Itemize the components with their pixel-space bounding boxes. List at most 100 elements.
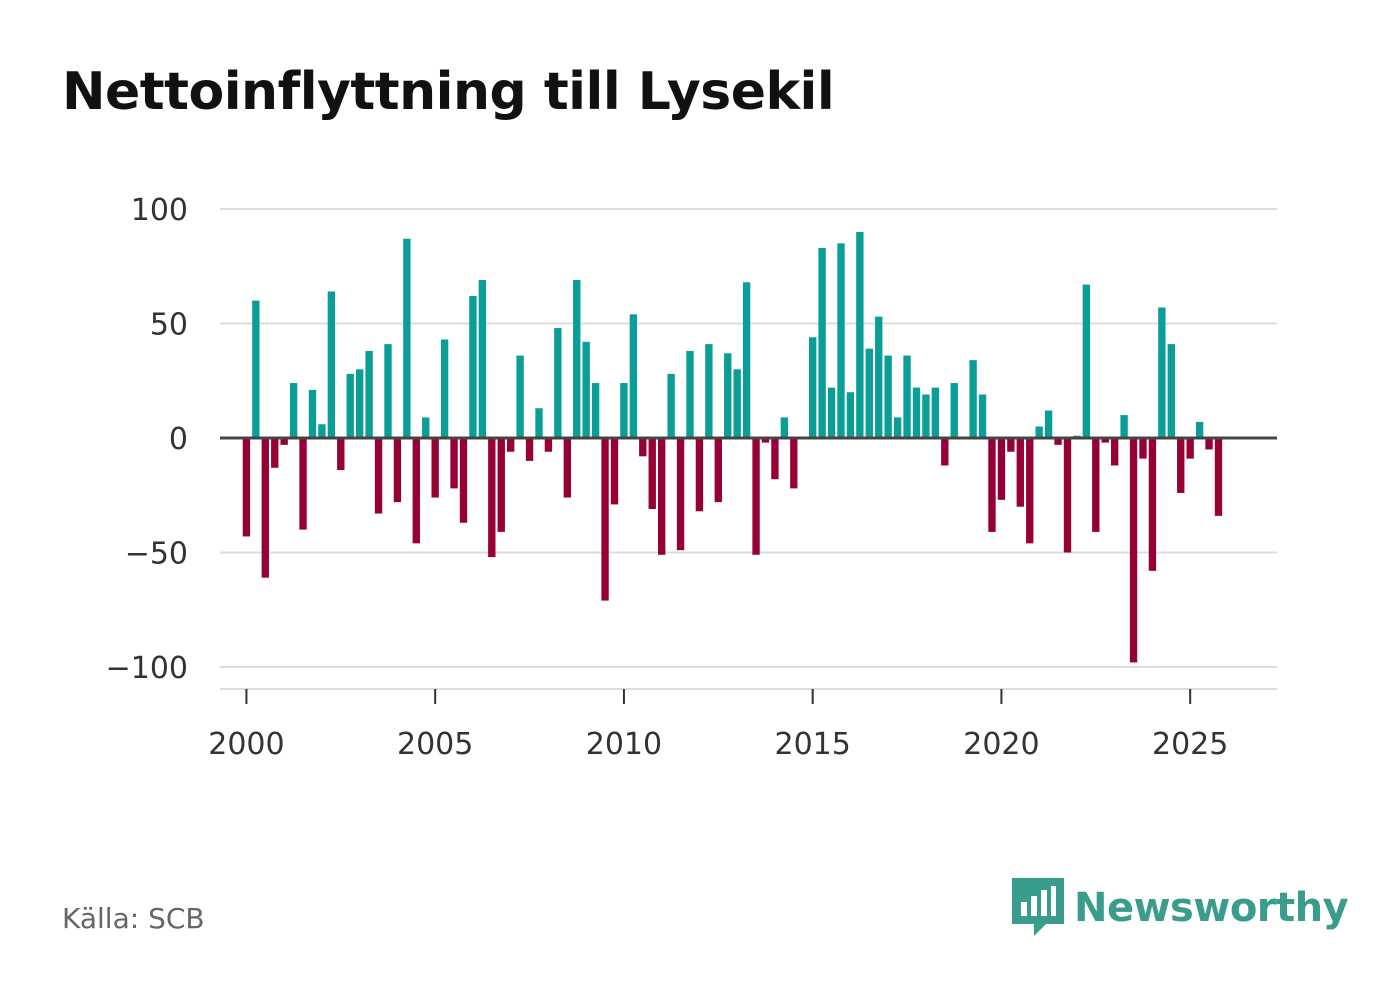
bar — [714, 438, 722, 503]
bar — [639, 438, 647, 457]
bar — [912, 387, 921, 438]
bar — [393, 438, 402, 503]
x-tick-label: 2010 — [586, 727, 662, 762]
bar — [431, 438, 439, 498]
bar — [327, 291, 336, 438]
bar — [591, 383, 600, 438]
bar — [1007, 438, 1015, 452]
bar — [1026, 438, 1034, 544]
bar — [648, 438, 656, 509]
bar — [676, 438, 685, 551]
bar — [261, 438, 269, 578]
bar — [459, 438, 468, 523]
bar — [1158, 307, 1166, 438]
bar — [412, 438, 420, 544]
bar — [875, 316, 883, 438]
bar — [903, 355, 911, 438]
bar — [573, 279, 581, 438]
bar — [1129, 438, 1138, 663]
bar — [827, 387, 836, 438]
bar — [865, 348, 873, 438]
bar — [780, 417, 789, 438]
bar — [884, 355, 892, 438]
x-tick-label: 2015 — [774, 727, 850, 762]
bar — [941, 438, 949, 466]
bar — [337, 438, 345, 471]
bar — [808, 337, 817, 438]
bar — [346, 373, 354, 438]
bar — [365, 350, 373, 438]
bar — [280, 438, 288, 445]
bar — [724, 353, 732, 438]
bar — [686, 350, 694, 438]
x-tick-label: 2000 — [208, 727, 284, 762]
bar — [516, 355, 524, 438]
bar — [478, 279, 487, 438]
x-tick-label: 2020 — [963, 727, 1039, 762]
brand-logo: Newsworthy — [1012, 878, 1349, 938]
y-tick-label: 100 — [131, 193, 188, 228]
bar — [582, 341, 590, 438]
bar — [1016, 438, 1024, 507]
bar — [931, 387, 940, 438]
bar — [422, 417, 430, 438]
chart-title: Nettoinflyttning till Lysekil — [62, 62, 835, 122]
bar — [374, 438, 383, 514]
bar — [1063, 438, 1072, 553]
x-tick-label: 2025 — [1152, 727, 1228, 762]
bar — [761, 438, 770, 443]
bar — [742, 282, 751, 438]
bar — [969, 360, 977, 438]
x-tick-label: 2005 — [397, 727, 473, 762]
source-note: Källa: SCB — [62, 902, 205, 935]
brand-name: Newsworthy — [1074, 885, 1349, 931]
bar — [384, 344, 392, 438]
bar — [1186, 438, 1194, 459]
bar — [818, 247, 826, 438]
bar — [271, 438, 279, 468]
bar — [950, 383, 958, 438]
bar — [978, 394, 987, 438]
bar — [488, 438, 496, 558]
bar — [1139, 438, 1147, 459]
bar — [1148, 438, 1157, 571]
bar — [308, 389, 317, 438]
bar — [1205, 438, 1213, 450]
bar — [733, 369, 741, 438]
bar — [922, 394, 930, 438]
bar — [450, 438, 458, 489]
y-tick-label: 50 — [150, 308, 188, 343]
bar — [610, 438, 619, 505]
bar — [252, 300, 260, 438]
bar — [1035, 426, 1043, 438]
bar — [1044, 410, 1053, 438]
bar — [497, 438, 505, 532]
bar — [1167, 344, 1175, 438]
bar — [846, 392, 855, 438]
y-tick-label: −100 — [106, 651, 188, 686]
bar — [506, 438, 515, 452]
bar — [856, 231, 864, 438]
bar — [988, 438, 996, 532]
newsworthy-logo-icon — [1012, 878, 1064, 936]
axes: 100 50 0 −50 −100 2000 2005 2010 2015 2020 2025 — [106, 193, 1277, 762]
bar — [695, 438, 704, 512]
bar — [1101, 438, 1109, 443]
bar — [355, 369, 364, 438]
bar — [620, 383, 628, 438]
bar — [705, 344, 713, 438]
bar — [554, 328, 562, 438]
bar — [1120, 415, 1128, 438]
bar — [289, 383, 298, 438]
bar — [1110, 438, 1119, 466]
bar — [771, 438, 779, 480]
bar — [601, 438, 609, 601]
bar — [837, 243, 845, 438]
bar — [469, 296, 477, 438]
bar — [1092, 438, 1100, 532]
bar — [752, 438, 760, 555]
bar — [997, 438, 1006, 500]
bar — [790, 438, 798, 489]
bar — [1214, 438, 1223, 516]
